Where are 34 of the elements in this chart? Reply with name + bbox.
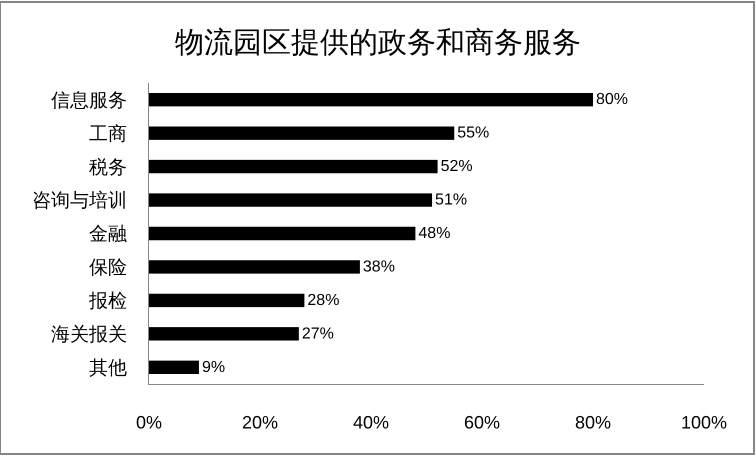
y-tick-label: 咨询与培训 <box>32 190 128 212</box>
data-label: 27% <box>302 325 334 342</box>
x-tick-label: 0% <box>136 412 162 433</box>
y-tick-label: 工商 <box>89 122 128 145</box>
x-tick-label: 20% <box>242 412 278 433</box>
bar <box>149 327 299 341</box>
data-label: 28% <box>307 292 340 309</box>
data-label: 38% <box>362 258 395 276</box>
x-tick-label: 80% <box>574 412 612 433</box>
bar <box>149 93 593 106</box>
data-label: 55% <box>457 124 490 142</box>
bar <box>149 226 416 240</box>
bar <box>149 360 199 374</box>
bar <box>149 126 454 140</box>
y-tick-label: 税务 <box>89 157 128 178</box>
y-tick-label: 海关报关 <box>51 324 128 346</box>
data-label: 52% <box>440 158 473 176</box>
chart-title: 物流园区提供的政务和商务服务 <box>175 27 581 60</box>
x-tick-label: 100% <box>680 412 728 433</box>
y-tick-label: 其他 <box>89 358 128 379</box>
data-label: 9% <box>202 358 226 376</box>
data-label: 48% <box>418 225 450 242</box>
data-label: 51% <box>435 192 468 209</box>
bar <box>149 260 360 274</box>
y-tick-label: 信息服务 <box>51 90 128 112</box>
x-tick-label: 40% <box>352 412 390 433</box>
y-tick-label: 金融 <box>89 224 128 246</box>
y-tick-label: 保险 <box>89 258 128 279</box>
y-tick-label: 报检 <box>88 291 128 312</box>
bar <box>149 193 432 207</box>
x-tick-label: 60% <box>464 412 500 433</box>
bar <box>149 294 304 308</box>
bar <box>149 160 438 174</box>
data-label: 80% <box>596 91 628 108</box>
